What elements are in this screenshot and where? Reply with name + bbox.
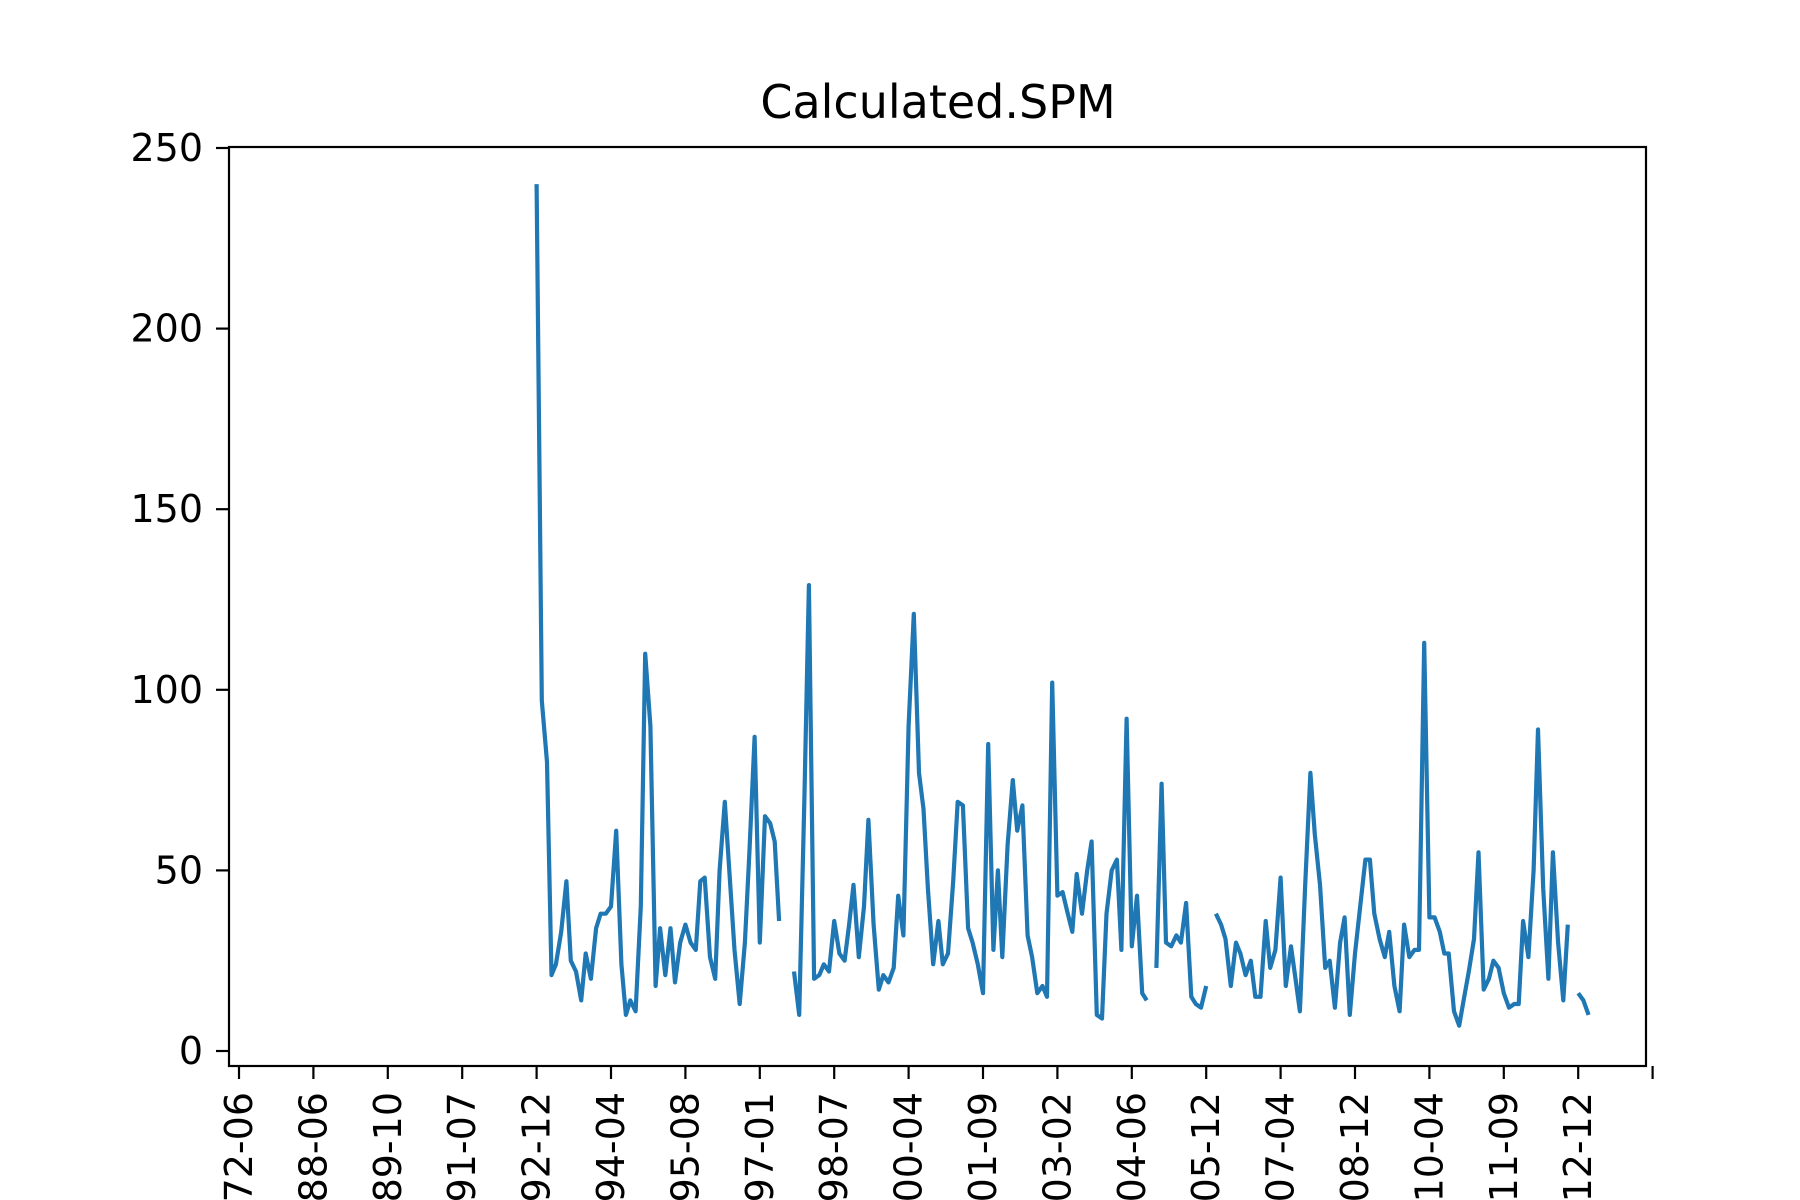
series-line-segment bbox=[1214, 640, 1570, 1028]
x-tick-label: 94-04 bbox=[589, 1092, 633, 1200]
x-tick-label: 89-10 bbox=[366, 1092, 410, 1200]
x-tick-label: 91-07 bbox=[440, 1092, 484, 1200]
x-tick-label: 98-07 bbox=[812, 1092, 856, 1200]
x-tick-label: 12-12 bbox=[1556, 1092, 1600, 1200]
plot-frame bbox=[227, 145, 1648, 1068]
y-tick-label: 100 bbox=[130, 668, 203, 712]
y-tick-label: 0 bbox=[179, 1029, 203, 1073]
series-line-segment bbox=[1154, 781, 1209, 1010]
x-tick-label: 97-01 bbox=[738, 1092, 782, 1200]
x-tick-label: 05-12 bbox=[1184, 1092, 1228, 1200]
x-tick-label: 92-12 bbox=[515, 1092, 559, 1200]
y-axis: 0 50 100 150 200 250 bbox=[130, 126, 229, 1073]
x-tick-label: 03-02 bbox=[1035, 1092, 1079, 1200]
series-line-segment bbox=[1576, 991, 1591, 1016]
x-tick-label: 95-08 bbox=[663, 1092, 707, 1200]
x-tick-label: 88-06 bbox=[291, 1092, 335, 1200]
series-layer bbox=[534, 184, 1591, 1028]
series-line-segment bbox=[534, 184, 782, 1018]
x-tick-label: 04-06 bbox=[1110, 1092, 1154, 1200]
x-tick-label: 07-04 bbox=[1259, 1092, 1303, 1200]
y-tick-label: 200 bbox=[130, 307, 203, 351]
x-tick-label: 11-09 bbox=[1482, 1092, 1526, 1200]
series-line-segment bbox=[791, 582, 1149, 1021]
y-tick-label: 250 bbox=[130, 126, 203, 170]
chart-title: Calculated.SPM bbox=[760, 75, 1115, 129]
x-tick-label: 08-12 bbox=[1333, 1092, 1377, 1200]
x-tick-label: 00-04 bbox=[887, 1092, 931, 1200]
x-axis: 72-06 88-06 89-10 91-07 92-12 94-04 95-08 97-01… bbox=[217, 1066, 1654, 1200]
y-tick-label: 150 bbox=[130, 487, 203, 531]
y-tick-label: 50 bbox=[155, 848, 203, 892]
x-tick-label: 01-09 bbox=[961, 1092, 1005, 1200]
x-tick-label: 10-04 bbox=[1407, 1092, 1451, 1200]
x-tick-label: 72-06 bbox=[217, 1092, 261, 1200]
